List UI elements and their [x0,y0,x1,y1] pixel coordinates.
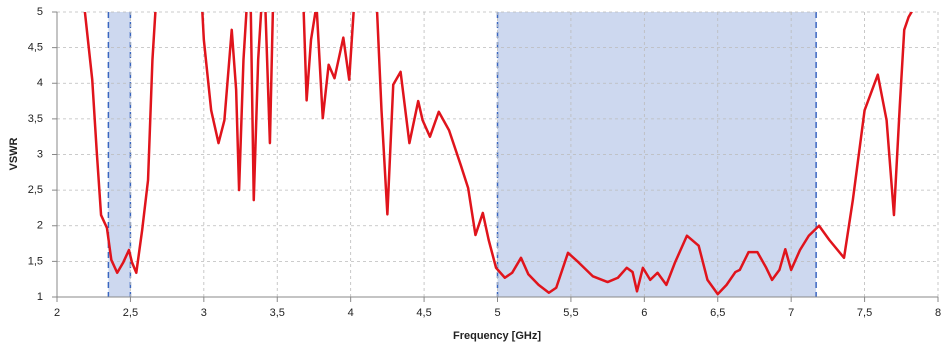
x-tick-label: 4,5 [416,307,431,319]
x-tick-label: 6 [641,307,647,319]
y-tick-label: 2 [37,220,43,232]
x-tick-label: 7,5 [857,307,872,319]
y-tick-label: 4 [37,77,43,89]
x-tick-label: 6,5 [710,307,725,319]
series-line [83,12,913,296]
x-axis-title: Frequency [GHz] [453,330,541,342]
y-axis-title: VSWR [8,137,20,170]
y-tick-label: 1,5 [28,255,43,267]
x-tick-label: 3 [201,307,207,319]
x-tick-label: 4 [348,307,354,319]
x-tick-label: 5 [494,307,500,319]
x-tick-label: 5,5 [563,307,578,319]
y-tick-label: 3 [37,148,43,160]
y-tick-label: 2,5 [28,184,43,196]
x-tick-label: 3,5 [270,307,285,319]
y-tick-label: 3,5 [28,113,43,125]
y-tick-label: 1 [37,291,43,303]
x-tick-label: 2 [54,307,60,319]
x-tick-label: 8 [935,307,941,319]
labels: 1 1,5 2 2,5 3 3,5 4 4,5 5 2 2,5 3 3,5 4 4,5 5 5,5 6 6,5 7 7,… [28,6,941,319]
x-tick-label: 7 [788,307,794,319]
lines [83,12,913,296]
y-tick-label: 4,5 [28,42,43,54]
y-tick-label: 5 [37,6,43,18]
x-tick-label: 2,5 [123,307,138,319]
